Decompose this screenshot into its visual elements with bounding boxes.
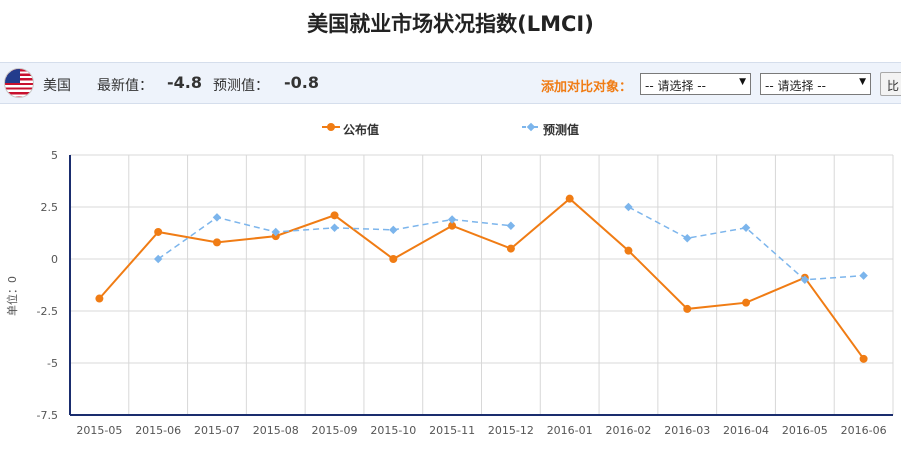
data-point-forecast: [212, 213, 222, 222]
data-point-forecast: [389, 225, 398, 235]
y-tick-label: -7.5: [37, 409, 58, 422]
forecast-value: -0.8: [284, 73, 319, 92]
compare-select-1-value: -- 请选择 --: [645, 79, 706, 93]
compare-button[interactable]: 比: [880, 72, 901, 96]
x-tick-label: 2015-07: [194, 424, 240, 437]
x-tick-label: 2016-01: [547, 424, 593, 437]
latest-value-label: 最新值：: [97, 78, 153, 94]
country-name: 美国: [43, 78, 71, 94]
data-point-published: [95, 294, 104, 303]
data-point-forecast: [859, 271, 868, 280]
x-tick-label: 2015-12: [488, 424, 534, 437]
chevron-down-icon: ▼: [859, 77, 866, 87]
info-bar: 美国 最新值： -4.8 预测值： -0.8 添加对比对象： -- 请选择 --…: [0, 62, 901, 104]
data-point-forecast: [447, 215, 457, 224]
data-point-forecast: [683, 233, 692, 243]
y-tick-label: -2.5: [37, 305, 58, 318]
compare-select-2[interactable]: -- 请选择 -- ▼: [760, 73, 871, 95]
latest-value: -4.8: [167, 73, 202, 92]
x-tick-label: 2015-11: [429, 424, 475, 437]
legend-forecast-symbol: [522, 122, 540, 132]
data-point-published: [683, 304, 692, 313]
data-point-published: [742, 298, 751, 307]
data-point-published: [565, 194, 574, 203]
x-tick-label: 2016-04: [723, 424, 769, 437]
page-title: 美国就业市场状况指数(LMCI): [307, 12, 594, 36]
x-tick-label: 2015-10: [370, 424, 416, 437]
compare-select-1[interactable]: -- 请选择 -- ▼: [640, 73, 751, 95]
chevron-down-icon: ▼: [739, 77, 746, 87]
compare-select-2-value: -- 请选择 --: [765, 79, 826, 93]
us-flag-icon: [4, 68, 34, 98]
data-point-published: [330, 211, 339, 220]
y-tick-label: 2.5: [41, 201, 59, 214]
legend-published-label[interactable]: 公布值: [343, 123, 380, 137]
data-point-published: [212, 238, 221, 247]
y-axis-label: 单位：0: [6, 276, 19, 316]
legend-published-symbol: [322, 123, 340, 131]
data-point-forecast: [506, 221, 516, 230]
compare-label: 添加对比对象：: [541, 80, 633, 95]
series-line-forecast: [157, 206, 864, 281]
y-tick-label: 5: [51, 149, 58, 162]
data-point-published: [624, 246, 633, 255]
x-tick-label: 2015-05: [76, 424, 122, 437]
x-tick-label: 2015-09: [312, 424, 358, 437]
y-tick-label: -5: [47, 357, 58, 370]
x-tick-label: 2016-02: [605, 424, 651, 437]
data-point-forecast: [153, 254, 163, 264]
data-point-published: [506, 244, 515, 253]
data-point-published: [389, 255, 398, 263]
data-point-published: [154, 227, 163, 236]
x-tick-label: 2015-06: [135, 424, 181, 437]
y-tick-label: 0: [51, 253, 58, 266]
data-point-forecast: [330, 223, 339, 233]
data-point-published: [859, 354, 868, 363]
x-tick-label: 2015-08: [253, 424, 299, 437]
legend-forecast-label[interactable]: 预测值: [543, 123, 580, 137]
x-tick-label: 2016-05: [782, 424, 828, 437]
data-point-forecast: [624, 202, 633, 212]
series-line-published: [98, 197, 865, 360]
data-point-forecast: [800, 275, 810, 285]
data-point-forecast: [271, 227, 280, 237]
forecast-value-label: 预测值：: [213, 78, 269, 94]
data-point-published: [448, 221, 457, 230]
x-tick-label: 2016-06: [841, 424, 887, 437]
x-tick-label: 2016-03: [664, 424, 710, 437]
